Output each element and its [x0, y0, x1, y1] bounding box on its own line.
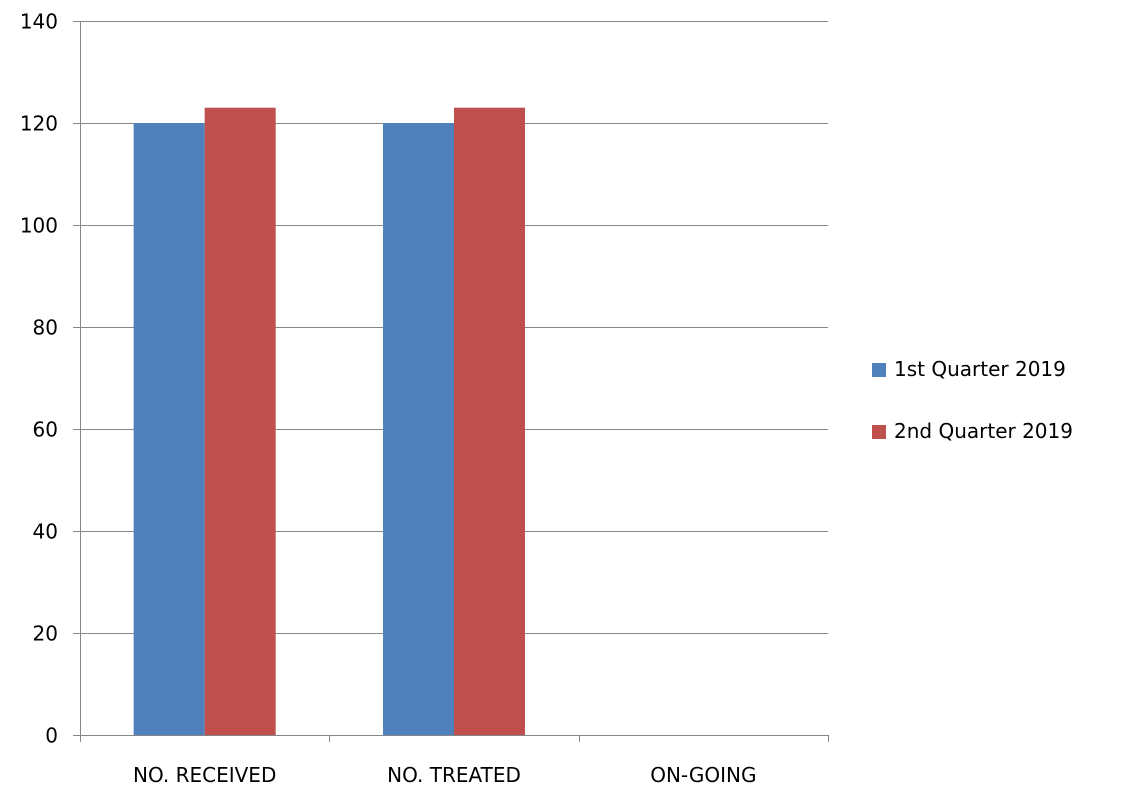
y-tick-label: 60: [33, 418, 58, 442]
y-tick-label: 80: [33, 316, 58, 340]
legend-swatch: [872, 425, 886, 439]
x-category-label: NO. TREATED: [387, 763, 521, 787]
legend: 1st Quarter 2019 2nd Quarter 2019: [872, 357, 1073, 443]
y-tick-label: 20: [33, 622, 58, 646]
y-tick-label: 40: [33, 520, 58, 544]
x-axis-category-labels: NO. RECEIVED NO. TREATED ON-GOING: [133, 763, 756, 787]
x-category-label: ON-GOING: [650, 763, 756, 787]
bars: [133, 107, 525, 735]
bar-1-2: [383, 123, 454, 735]
y-tick-label: 100: [20, 214, 58, 238]
legend-label: 1st Quarter 2019: [894, 357, 1066, 381]
bar-2-2: [454, 107, 525, 735]
y-tick-label: 140: [20, 10, 58, 34]
x-category-label: NO. RECEIVED: [133, 763, 276, 787]
legend-label: 2nd Quarter 2019: [894, 419, 1073, 443]
legend-swatch: [872, 363, 886, 377]
y-tick-label: 0: [45, 724, 58, 748]
y-tick-label: 120: [20, 112, 58, 136]
y-axis-tick-labels: 0 20 40 60 80 100 120 140: [20, 10, 58, 748]
bar-1-1: [133, 123, 205, 735]
bar-2-1: [204, 107, 276, 735]
axes: [73, 21, 829, 742]
